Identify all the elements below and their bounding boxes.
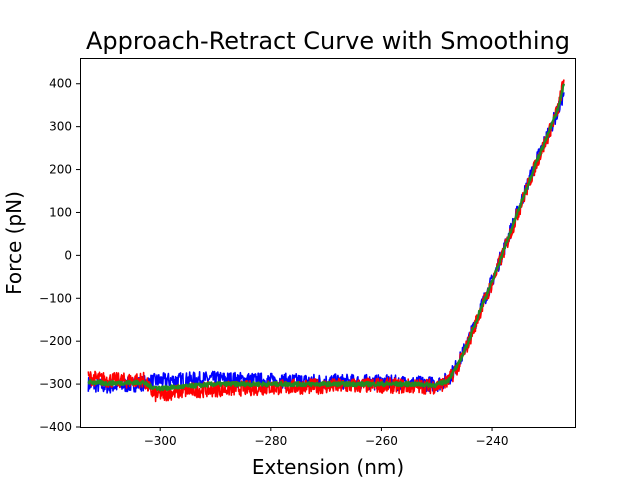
y-axis-label: Force (pN) — [2, 191, 26, 295]
y-tick-label: 300 — [49, 120, 72, 134]
x-tick-label: −260 — [365, 434, 398, 448]
x-axis-label: Extension (nm) — [252, 455, 404, 479]
y-tick-label: −100 — [39, 291, 72, 305]
y-tick-label: 0 — [64, 248, 72, 262]
y-tick-label: −200 — [39, 334, 72, 348]
y-tick-label: 400 — [49, 77, 72, 91]
y-tick-label: −300 — [39, 377, 72, 391]
y-tick-label: 100 — [49, 205, 72, 219]
x-tick-label: −240 — [476, 434, 509, 448]
y-tick-label: 200 — [49, 163, 72, 177]
x-axis: −300 −280 −260 −240 — [144, 427, 509, 448]
x-tick-label: −280 — [254, 434, 287, 448]
series-layer — [87, 79, 565, 403]
y-axis: −400 −300 −200 −100 0 100 200 300 400 — [39, 77, 80, 434]
series-line-3 — [87, 83, 565, 392]
chart-title: Approach-Retract Curve with Smoothing — [86, 27, 570, 55]
plot-area-frame — [80, 58, 576, 428]
x-tick-label: −300 — [144, 434, 177, 448]
y-tick-label: −400 — [39, 420, 72, 434]
